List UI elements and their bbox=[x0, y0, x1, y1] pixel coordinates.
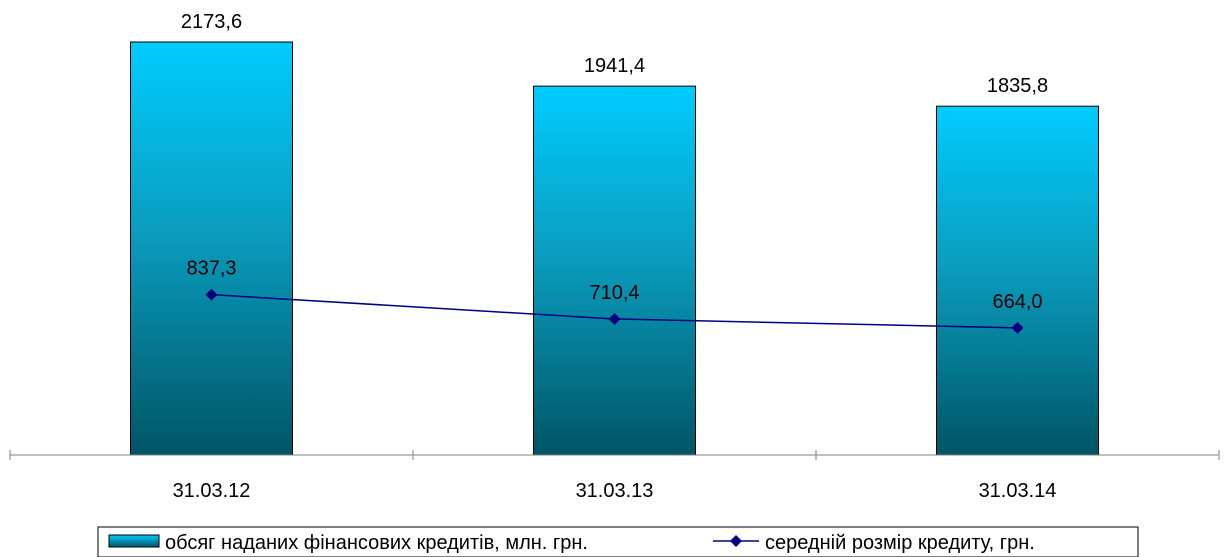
line-point-3 bbox=[1011, 321, 1024, 334]
line-point-2 bbox=[608, 312, 621, 325]
x-tick-label: 31.03.14 bbox=[979, 480, 1057, 502]
x-tick-label: 31.03.12 bbox=[173, 480, 251, 502]
bar-2 bbox=[533, 85, 696, 456]
line-value-label: 664,0 bbox=[992, 291, 1042, 313]
bars bbox=[130, 41, 1099, 456]
bar-value-label: 2173,6 bbox=[181, 11, 242, 33]
bar-value-label: 1835,8 bbox=[987, 75, 1048, 97]
line-value-label: 710,4 bbox=[589, 282, 639, 304]
legend-bar-swatch bbox=[108, 534, 160, 548]
bar-1 bbox=[130, 41, 293, 456]
data-labels: 2173,6 1941,4 1835,8 837,3 710,4 664,0 bbox=[181, 11, 1048, 313]
legend: обсяг наданих фінансових кредитів, млн. … bbox=[97, 526, 1139, 557]
legend-line-label: середній розмір кредиту, грн. bbox=[765, 532, 1035, 554]
x-axis: 31.03.12 31.03.13 31.03.14 bbox=[9, 450, 1220, 502]
average-credit-line bbox=[205, 288, 1024, 334]
line-point-1 bbox=[205, 288, 218, 301]
legend-line-marker bbox=[730, 535, 742, 547]
legend-box bbox=[97, 526, 1139, 557]
x-tick-label: 31.03.13 bbox=[576, 480, 654, 502]
legend-bar-label: обсяг наданих фінансових кредитів, млн. … bbox=[165, 532, 588, 554]
line-value-label: 837,3 bbox=[186, 258, 236, 280]
bar-value-label: 1941,4 bbox=[584, 55, 645, 77]
bar-3 bbox=[936, 105, 1099, 456]
